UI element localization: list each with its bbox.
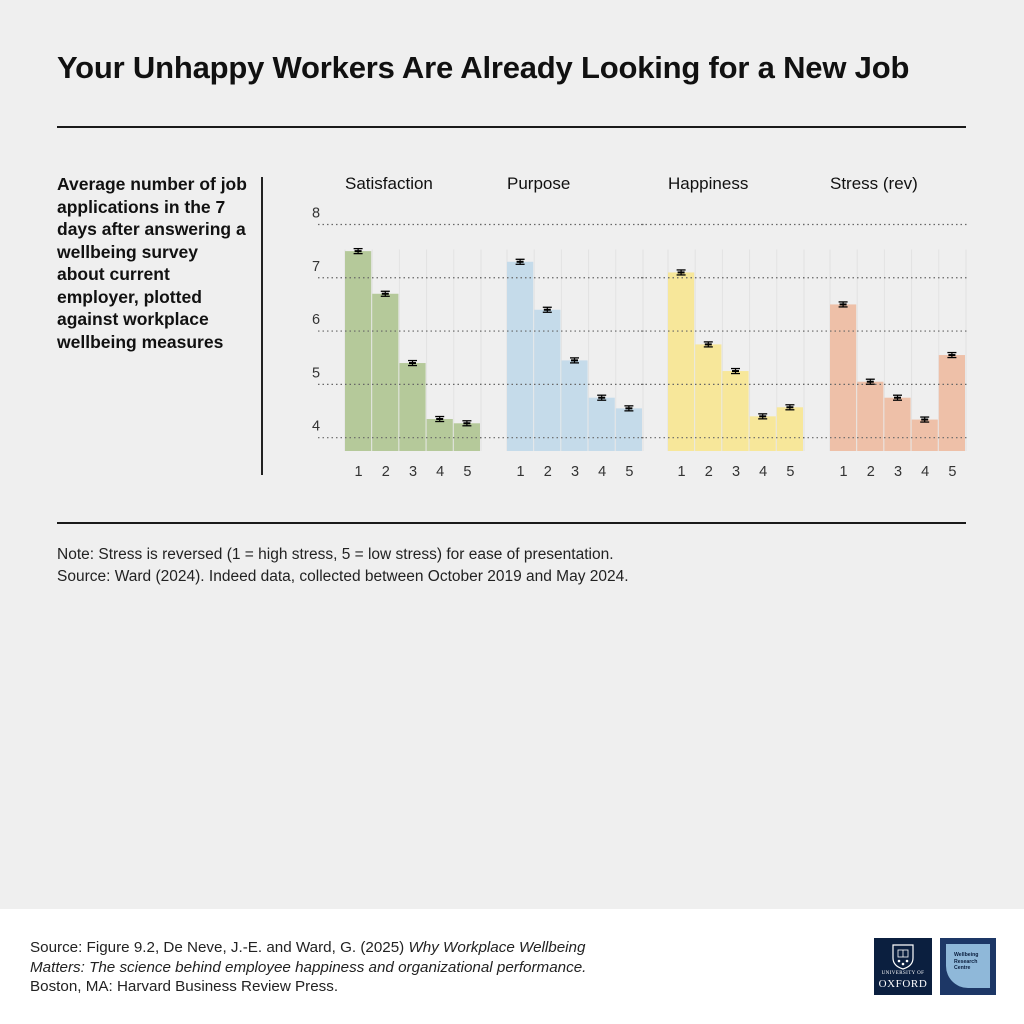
bar	[695, 344, 722, 451]
y-tick-label: 6	[312, 312, 320, 328]
panel-title: Stress (rev)	[830, 174, 918, 193]
bar	[911, 419, 938, 451]
wrc-line2: Research	[954, 958, 978, 965]
bar	[749, 416, 776, 451]
wrc-shape-icon	[946, 944, 990, 988]
bar	[938, 355, 965, 451]
x-tick-label: 3	[894, 464, 902, 480]
note-text: Note: Stress is reversed (1 = high stres…	[57, 546, 614, 563]
bar	[399, 363, 426, 451]
y-tick-label: 4	[312, 419, 320, 435]
x-tick-label: 4	[598, 464, 606, 480]
wellbeing-research-centre-logo: Wellbeing Research Centre	[940, 938, 996, 995]
bar	[668, 272, 695, 451]
x-tick-label: 3	[571, 464, 579, 480]
bar	[588, 397, 615, 451]
x-tick-label: 5	[463, 464, 471, 480]
citation-prefix: Source: Figure 9.2, De Neve, J.-E. and W…	[30, 939, 409, 956]
description-divider	[261, 177, 263, 475]
y-tick-label: 5	[312, 365, 320, 381]
citation-book-title: Why Workplace Wellbeing Matters: The sci…	[30, 939, 587, 976]
citation-suffix: Boston, MA: Harvard Business Review Pres…	[30, 978, 339, 995]
top-divider	[57, 126, 966, 128]
oxford-crest-icon	[892, 944, 914, 970]
panel-title: Happiness	[668, 174, 748, 193]
x-tick-label: 5	[786, 464, 794, 480]
notes: Note: Stress is reversed (1 = high stres…	[57, 544, 629, 588]
footer: Source: Figure 9.2, De Neve, J.-E. and W…	[0, 909, 1024, 1024]
x-tick-label: 5	[948, 464, 956, 480]
x-tick-label: 2	[382, 464, 390, 480]
oxford-small-text: UNIVERSITY OF	[881, 971, 925, 976]
x-tick-label: 4	[436, 464, 444, 480]
x-tick-label: 1	[678, 464, 686, 480]
oxford-logo: UNIVERSITY OF OXFORD	[874, 938, 932, 995]
x-tick-label: 2	[544, 464, 552, 480]
bar	[345, 251, 372, 451]
bar	[372, 293, 399, 451]
x-tick-label: 1	[517, 464, 525, 480]
x-tick-label: 2	[867, 464, 875, 480]
bottom-divider	[57, 522, 966, 524]
x-tick-label: 3	[732, 464, 740, 480]
footer-citation: Source: Figure 9.2, De Neve, J.-E. and W…	[30, 938, 630, 997]
bar	[534, 309, 561, 451]
x-tick-label: 4	[921, 464, 929, 480]
wrc-text: Wellbeing Research Centre	[954, 952, 994, 972]
x-tick-label: 3	[409, 464, 417, 480]
bar	[776, 407, 803, 451]
wrc-line3: Centre	[954, 965, 971, 971]
x-tick-label: 1	[840, 464, 848, 480]
x-tick-label: 1	[355, 464, 363, 480]
x-tick-label: 5	[625, 464, 633, 480]
page-title: Your Unhappy Workers Are Already Looking…	[57, 50, 910, 85]
x-tick-label: 2	[705, 464, 713, 480]
wrc-line1: Wellbeing	[954, 952, 979, 958]
bar	[507, 261, 534, 451]
chart-description: Average number of job applications in th…	[57, 174, 247, 352]
x-tick-label: 4	[759, 464, 767, 480]
bar	[722, 371, 749, 451]
bar	[615, 408, 642, 451]
panel-title: Purpose	[507, 174, 570, 193]
oxford-name-text: OXFORD	[878, 978, 928, 990]
bar	[830, 304, 857, 451]
panel-title: Satisfaction	[345, 174, 433, 193]
bar	[561, 360, 588, 451]
bar	[884, 397, 911, 451]
y-tick-label: 7	[312, 259, 320, 275]
y-tick-label: 8	[312, 205, 320, 221]
bar	[426, 419, 453, 451]
bar-chart: 4 5 6 7 8 Satisfaction 1 2 3 4 5 Purpose 1 2 3 4 5 Happin…	[312, 174, 968, 480]
source-text: Source: Ward (2024). Indeed data, collec…	[57, 568, 629, 585]
bar	[857, 381, 884, 451]
